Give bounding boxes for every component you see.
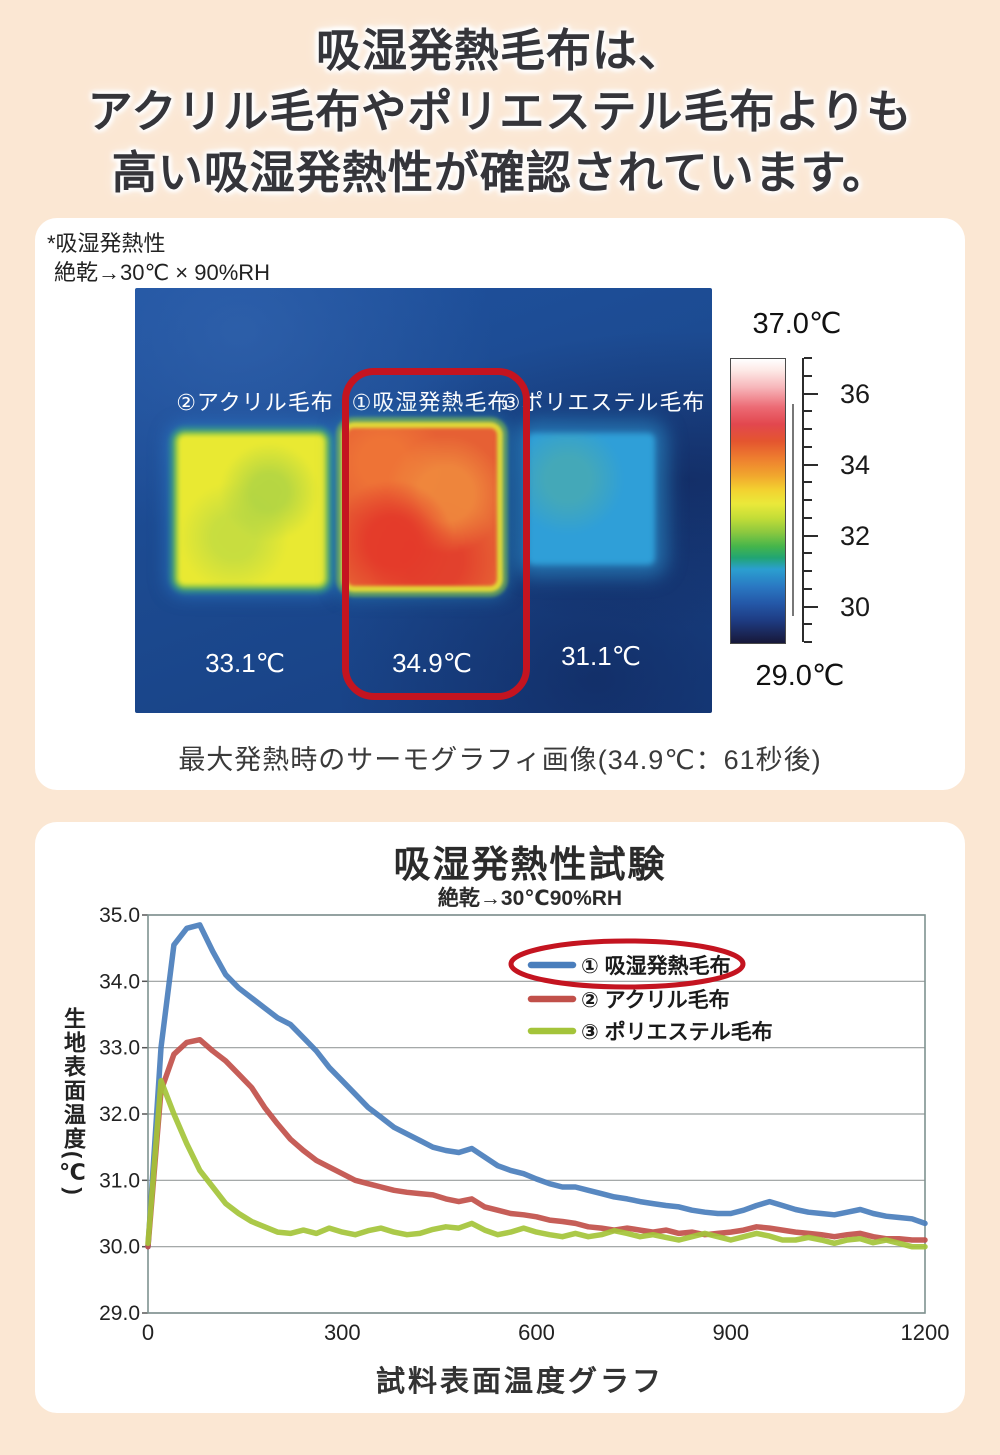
y-tick-label: 31.0 [99,1169,140,1192]
x-tick-label: 300 [324,1320,361,1345]
scale-tick-label: 34 [840,449,871,480]
scale-min-label: 29.0℃ [755,660,845,692]
scale-ruler: 36 34 32 30 [802,357,870,643]
scale-tick [804,605,818,608]
headline: 吸湿発熱毛布は、 アクリル毛布やポリエステル毛布よりも 高い吸湿発熱性が確認され… [0,20,1000,203]
thermo-note-condition: 絶乾→30℃ × 90%RH [54,260,271,285]
y-tick-label: 32.0 [99,1103,140,1126]
legend-highlight-oval [508,938,746,990]
series-line-1 [145,922,928,1250]
temperature-colorbar [730,358,786,644]
legend-label-3: ③ ポリエステル毛布 [581,1020,773,1044]
headline-line-3: 高い吸湿発熱性が確認されています。 [111,147,889,198]
headline-line-1: 吸湿発熱毛布は、 [315,25,684,76]
scale-tick [804,463,818,466]
scale-tick [804,499,812,501]
y-tick-label: 33.0 [99,1037,140,1060]
x-tick-label: 600 [518,1320,555,1345]
scale-tick [804,587,812,590]
scale-tick [804,570,812,572]
plot-border [147,914,926,1314]
y-tick-label: 30.0 [99,1236,140,1259]
scale-tick [804,552,812,555]
thermography-card: *吸湿発熱性 絶乾→30℃ × 90%RH ②アクリル毛布 ①吸湿発熱毛布 ③ポ… [35,218,965,790]
series-line-3 [145,1078,928,1250]
scale-tick [804,374,812,377]
x-axis-title: 試料表面温度グラフ [375,1366,664,1398]
thermography-image: ②アクリル毛布 ①吸湿発熱毛布 ③ポリエステル毛布 33.1℃ 34.9℃ 31… [135,288,712,713]
scale-tick-label: 30 [840,591,871,622]
scale-tick [804,428,812,430]
legend-label-1: ① 吸湿発熱毛布 [581,954,731,978]
x-tick-label: 0 [142,1320,154,1345]
scale-tick [804,410,812,413]
thermal-square-hygro [347,428,497,586]
sample-temp-acrylic: 33.1℃ [205,648,285,678]
line-chart: 35.0 34.0 33.0 32.0 31.0 30.0 29.00 300 600 900 12… [99,904,950,1345]
chart-title: 吸湿発熱性試験 [393,844,667,885]
legend-label-2: ② アクリル毛布 [581,988,730,1012]
y-tick-label: 35.0 [99,904,140,927]
y-axis-title: 生地表面温度(℃) [61,1007,86,1197]
thermal-square-polyester [527,433,655,565]
scale-inner-line [792,404,794,616]
thermo-note-title: *吸湿発熱性 [47,231,166,256]
scale-tick [804,392,818,395]
scale-tick [804,641,812,643]
series-line-2 [145,1036,928,1250]
y-tick-label: 29.0 [99,1302,140,1325]
sample-temp-hygro: 34.9℃ [392,648,472,678]
headline-line-2: アクリル毛布やポリエステル毛布よりも [87,86,913,137]
scale-tick [804,516,812,519]
sample-label-hygro: ①吸湿発熱毛布 [351,390,511,415]
sample-label-polyester: ③ポリエステル毛布 [500,390,706,415]
scale-tick [804,534,818,537]
scale-tick-label: 32 [840,520,871,551]
sample-label-acrylic: ②アクリル毛布 [176,390,334,415]
thermal-square-acrylic [178,435,325,585]
sample-temp-polyester: 31.1℃ [561,641,641,671]
x-tick-label: 1200 [901,1320,950,1345]
scale-max-label: 37.0℃ [752,308,842,340]
chart-card: 吸湿発熱性試験 絶乾→30℃90%RH 35.0 34.0 33.0 32.0 31.0… [35,822,965,1413]
thermography-caption: 最大発熱時のサーモグラフィ画像(34.9℃：61秒後) [178,745,822,775]
y-tick-label: 34.0 [99,970,140,993]
chart-subtitle: 絶乾→30℃90%RH [437,887,623,910]
scale-tick [804,445,812,448]
highlight-box-red [342,368,530,700]
x-tick-label: 900 [712,1320,749,1345]
scale-tick [804,357,812,359]
scale-tick-label: 36 [840,378,871,409]
scale-tick [804,623,812,626]
scale-tick [804,481,812,484]
